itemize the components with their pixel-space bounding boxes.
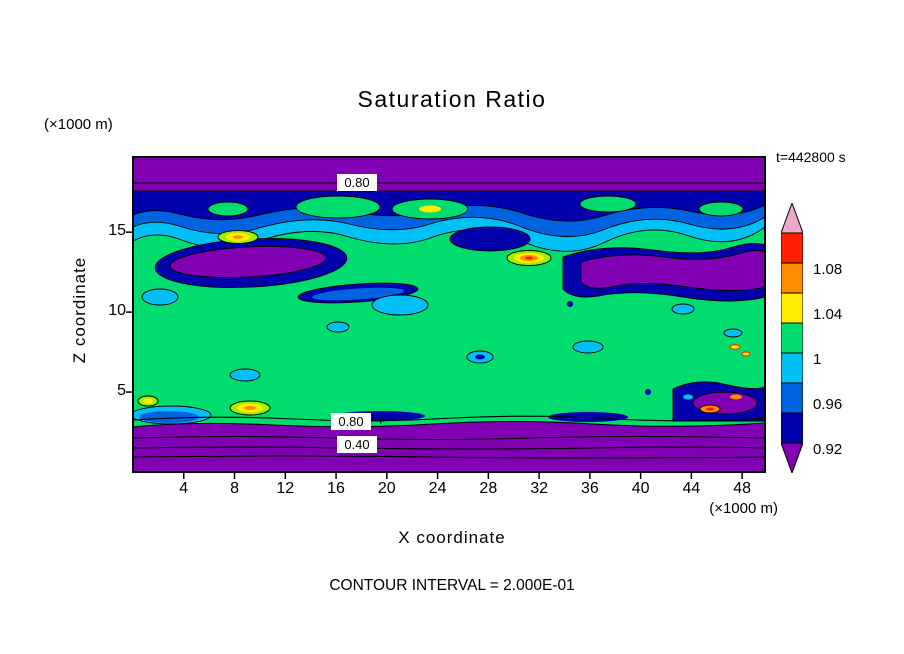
colorbar-tick-label: 1 xyxy=(813,351,822,368)
colorbar-tick-label: 1.04 xyxy=(813,306,843,323)
colorbar-segment xyxy=(780,292,804,324)
y-tick-label: 5 xyxy=(117,382,126,400)
x-tick-label: 28 xyxy=(479,480,498,497)
contour-label-bottom-080: 0.80 xyxy=(338,414,363,429)
y-tick-label: 10 xyxy=(108,302,126,320)
colorbar-tick-label: 0.92 xyxy=(813,441,843,458)
contour-label-bottom-040: 0.40 xyxy=(344,437,369,452)
x-tick-label: 44 xyxy=(682,480,701,497)
bottom-undersaturated-band xyxy=(133,421,765,472)
colorbar-bar xyxy=(780,201,804,475)
colorbar-segment xyxy=(780,201,804,234)
contour-label-cross: + xyxy=(377,413,385,428)
colorbar-segment xyxy=(780,352,804,384)
colorbar-tick-label: 0.96 xyxy=(813,396,843,413)
colorbar: 1.08 1.04 1 0.96 0.92 xyxy=(780,201,876,483)
contour-plot: 0.80 0.80 + 0.40 xyxy=(126,156,766,479)
contour-field: 0.80 0.80 + 0.40 xyxy=(133,157,765,472)
y-axis-unit: (×1000 m) xyxy=(44,116,113,133)
time-label: t=442800 s xyxy=(776,149,846,165)
x-tick-label: 16 xyxy=(327,480,345,497)
x-tick-label: 40 xyxy=(631,480,650,497)
colorbar-segment xyxy=(780,262,804,294)
contour-label-top: 0.80 xyxy=(344,175,369,190)
contour-label-box xyxy=(331,413,371,430)
colorbar-segment xyxy=(780,442,804,475)
colorbar-segment xyxy=(780,412,804,444)
x-tick-label: 24 xyxy=(428,480,447,497)
y-axis-label: Z coordinate xyxy=(70,256,89,364)
contour-label-box xyxy=(337,174,377,191)
x-tick-label: 20 xyxy=(377,480,396,497)
x-axis-unit: (×1000 m) xyxy=(709,500,778,517)
colorbar-tick-label: 1.08 xyxy=(813,261,843,278)
x-tick-label: 36 xyxy=(580,480,599,497)
x-tick-label: 12 xyxy=(276,480,295,497)
x-tick-label: 4 xyxy=(179,480,189,497)
colorbar-segment xyxy=(780,232,804,264)
x-tick-label: 8 xyxy=(230,480,239,497)
y-tick-label: 15 xyxy=(108,222,126,240)
axis-tick-marks xyxy=(126,231,743,479)
x-axis-label: X coordinate xyxy=(398,528,506,547)
page-title: Saturation Ratio xyxy=(357,86,547,112)
top-undersaturated-band xyxy=(133,157,765,191)
x-tick-label: 48 xyxy=(733,480,752,497)
contour-label-box xyxy=(337,436,377,453)
colorbar-segment xyxy=(780,382,804,414)
plot-area: 0.80 0.80 + 0.40 xyxy=(126,156,766,479)
contour-interval-note: CONTOUR INTERVAL = 2.000E-01 xyxy=(329,577,575,594)
x-tick-label: 32 xyxy=(530,480,548,497)
plot-border xyxy=(132,156,766,473)
colorbar-segment xyxy=(780,322,804,354)
